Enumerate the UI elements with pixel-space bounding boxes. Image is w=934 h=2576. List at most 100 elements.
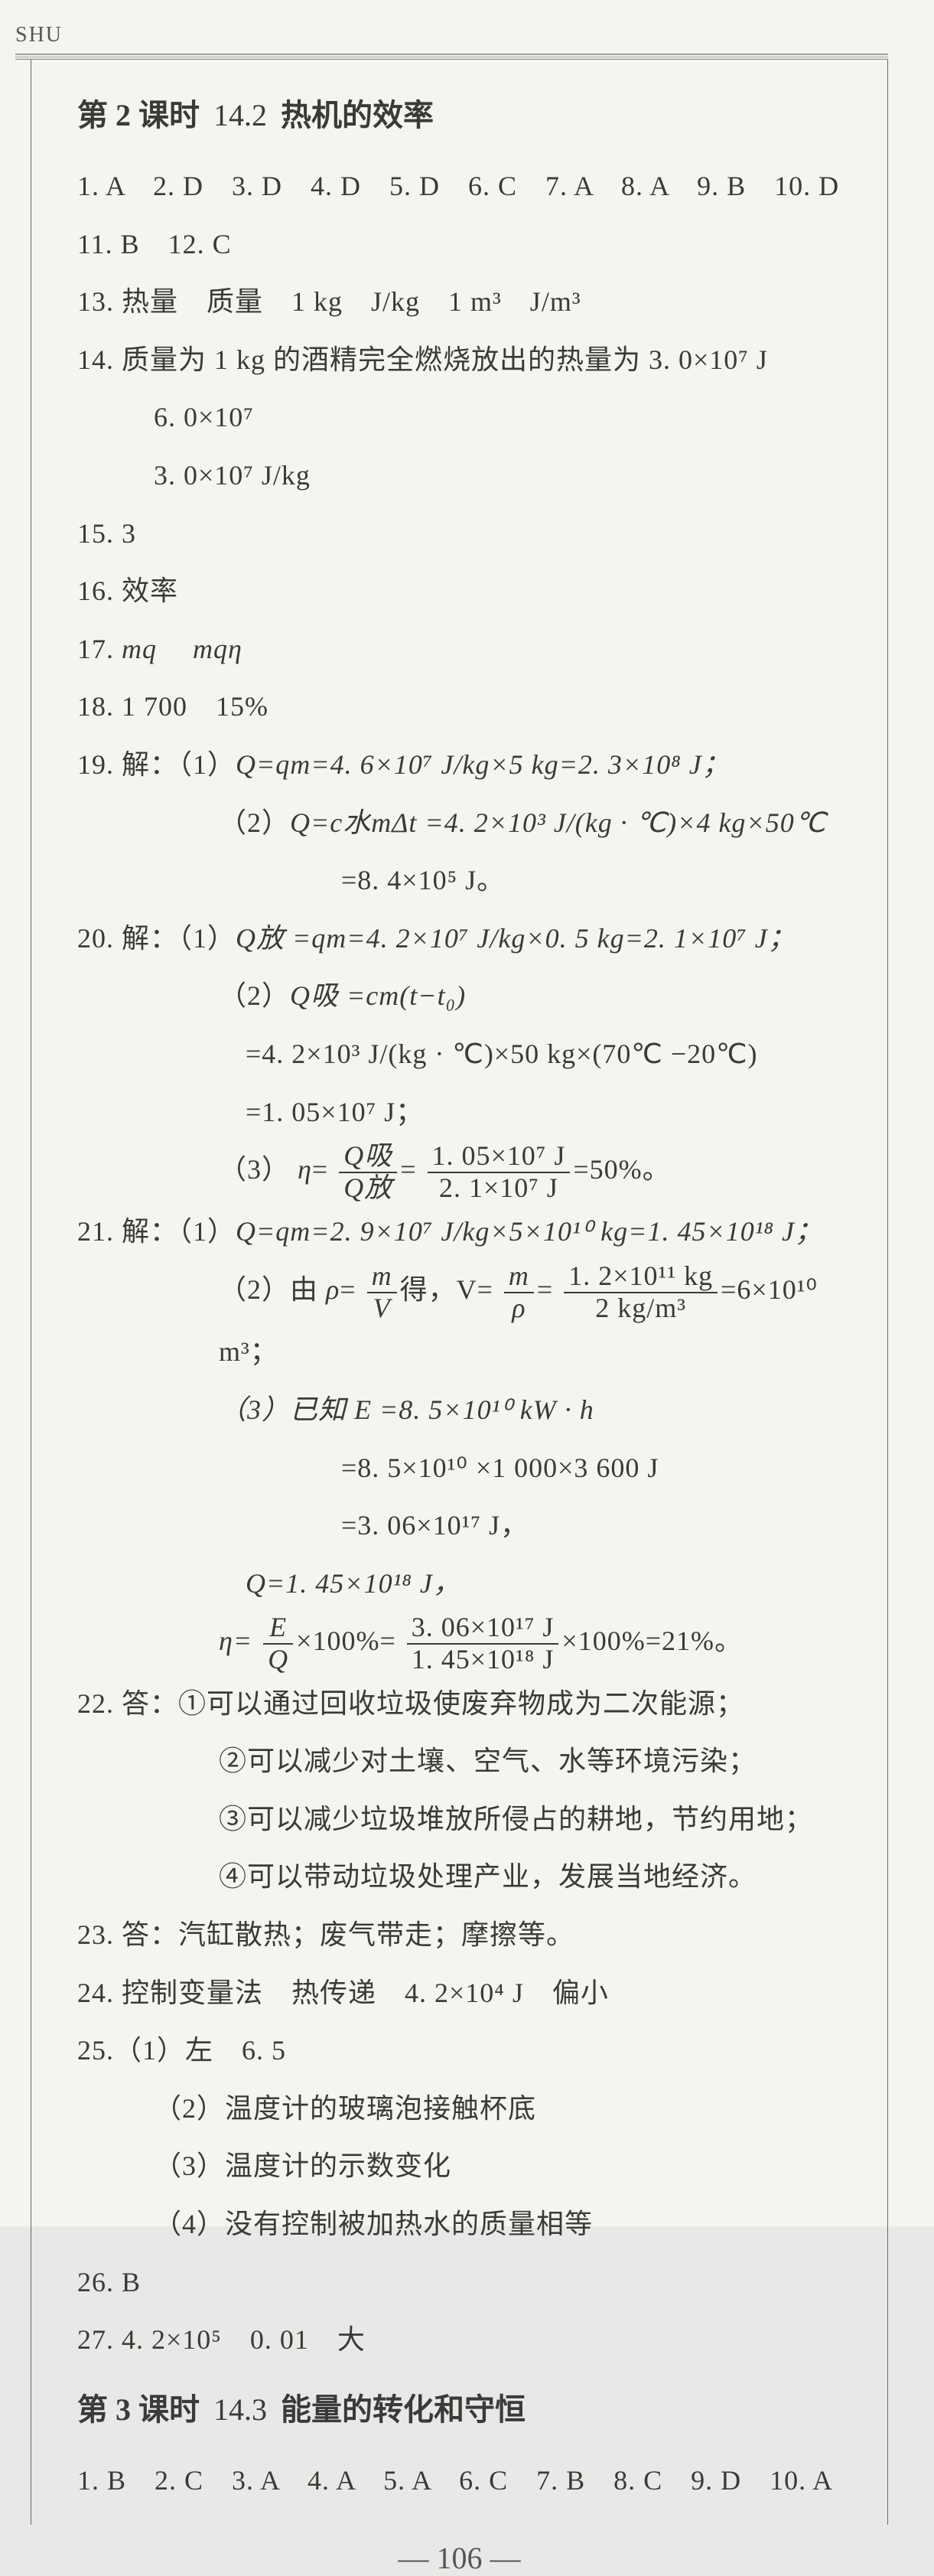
q21-pre: 21. 解：（1） xyxy=(77,1216,236,1247)
frac-v-bot: V xyxy=(367,1293,397,1324)
frac-e-q: E Q xyxy=(263,1612,293,1674)
frac-qabs-qrel: Q吸 Q放 xyxy=(339,1141,397,1203)
frac-val-bot: 2 kg/m³ xyxy=(564,1293,718,1324)
q17-a: mq xyxy=(122,634,157,664)
frac-n: 3. 06×10¹⁷ J 1. 45×10¹⁸ J xyxy=(407,1612,559,1674)
frac-n-bot: 1. 45×10¹⁸ J xyxy=(407,1645,559,1675)
q21-b-pre: （2）由 xyxy=(219,1274,318,1305)
q26: 26. B xyxy=(77,2254,857,2312)
q15: 15. 3 xyxy=(77,505,857,563)
q22-c: ③可以减少垃圾堆放所侵占的耕地，节约用地； xyxy=(77,1791,857,1849)
section2-name: 能量的转化和守恒 xyxy=(281,2392,526,2427)
frac-q-bot: Q xyxy=(263,1645,293,1675)
frac-top-2: 1. 05×10⁷ J xyxy=(428,1141,571,1173)
q25-b: （2）温度计的玻璃泡接触杯底 xyxy=(77,2080,857,2138)
frac-m-rho: m ρ xyxy=(504,1261,534,1323)
q19-line1: 19. 解：（1）Q=qm=4. 6×10⁷ J/kg×5 kg=2. 3×10… xyxy=(77,736,857,794)
q21-line4: =8. 5×10¹⁰ ×1 000×3 600 J xyxy=(77,1440,857,1498)
q25-c: （3）温度计的示数变化 xyxy=(77,2137,857,2196)
eq-3: = xyxy=(340,1274,356,1305)
q14-b: 6. 0×10⁷ xyxy=(77,389,857,447)
frac-top: Q吸 xyxy=(339,1141,397,1173)
answers-11-12: 11. B 12. C xyxy=(77,216,857,274)
q21-line6: Q=1. 45×10¹⁸ J， xyxy=(77,1555,857,1613)
q17-b: mqη xyxy=(193,634,242,664)
frac-val-2: 1. 2×10¹¹ kg 2 kg/m³ xyxy=(564,1261,718,1323)
frac-m2-top: m xyxy=(504,1261,534,1293)
q21-g-pre: η= xyxy=(219,1625,252,1656)
q21-b-mid: 得，V= xyxy=(400,1274,493,1305)
frac-bot-2: 2. 1×10⁷ J xyxy=(428,1173,571,1204)
q19-line3: =8. 4×10⁵ J。 xyxy=(77,852,857,910)
frac-rho-bot: ρ xyxy=(504,1293,534,1324)
section-1-title: 第 2 课时 14.2 热机的效率 xyxy=(77,90,857,135)
q20-b: Q吸 =cm(t−t₀) xyxy=(290,980,466,1011)
q23: 23. 答：汽缸散热；废气带走；摩擦等。 xyxy=(77,1906,857,1965)
q21-f: Q=1. 45×10¹⁸ J， xyxy=(246,1568,461,1599)
frac-val: 1. 05×10⁷ J 2. 1×10⁷ J xyxy=(428,1141,571,1203)
content-area: 第 2 课时 14.2 热机的效率 1. A 2. D 3. D 4. D 5.… xyxy=(31,60,888,2525)
section-name: 热机的效率 xyxy=(281,98,434,132)
q20-line5: （3） η= Q吸 Q放 = 1. 05×10⁷ J 2. 1×10⁷ J =5… xyxy=(77,1141,857,1203)
q21-a: Q=qm=2. 9×10⁷ J/kg×5×10¹⁰ kg=1. 45×10¹⁸ … xyxy=(236,1216,823,1247)
q17-pre: 17. xyxy=(77,634,122,664)
q22-d: ④可以带动垃圾处理产业，发展当地经济。 xyxy=(77,1848,857,1906)
frac-m-top: m xyxy=(367,1261,397,1293)
q14-c: 3. 0×10⁷ J/kg xyxy=(77,447,857,505)
q17: 17. mq mqη xyxy=(77,621,857,679)
section-2-title: 第 3 课时 14.3 能量的转化和守恒 xyxy=(77,2385,857,2429)
q21-line2: （2）由 ρ= m V 得，V= m ρ = 1. 2×10¹¹ kg 2 kg… xyxy=(77,1261,857,1381)
eq-2: = xyxy=(400,1154,416,1185)
q20-line4: =1. 05×10⁷ J； xyxy=(77,1084,857,1142)
page-number: — 106 — xyxy=(31,2540,888,2576)
section-pre: 第 2 课时 xyxy=(77,98,200,132)
q22-b: ②可以减少对土壤、空气、水等环境污染； xyxy=(77,1733,857,1791)
q20-a: Q放 =qm=4. 2×10⁷ J/kg×0. 5 kg=2. 1×10⁷ J； xyxy=(236,923,796,954)
q21-line3: （3）已知 E =8. 5×10¹⁰ kW · h xyxy=(77,1381,857,1440)
q27: 27. 4. 2×10⁵ 0. 01 大 xyxy=(77,2311,857,2369)
q21-line1: 21. 解：（1）Q=qm=2. 9×10⁷ J/kg×5×10¹⁰ kg=1.… xyxy=(77,1203,857,1261)
q21-line5: =3. 06×10¹⁷ J， xyxy=(77,1497,857,1555)
q18: 18. 1 700 15% xyxy=(77,678,857,736)
q13: 13. 热量 质量 1 kg J/kg 1 m³ J/m³ xyxy=(77,273,857,331)
q20-e-post: =50%。 xyxy=(573,1154,670,1185)
q19-pre: 19. 解：（1） xyxy=(77,749,236,780)
header-rule xyxy=(15,54,888,60)
q16: 16. 效率 xyxy=(77,562,857,621)
q21-g-post: ×100%=21%。 xyxy=(561,1625,743,1656)
frac-e-top: E xyxy=(263,1612,293,1645)
eq-1: = xyxy=(312,1154,328,1185)
section-num: 14.2 xyxy=(213,98,267,132)
header-mark: SHU xyxy=(15,23,888,47)
frac-n-top: 3. 06×10¹⁷ J xyxy=(407,1612,559,1645)
q25-d: （4）没有控制被加热水的质量相等 xyxy=(77,2196,857,2254)
q19-b-pre: （2） xyxy=(219,807,290,838)
q20-e-pre: （3） xyxy=(219,1154,290,1185)
q19-b: Q=c水mΔt =4. 2×10³ J/(kg · ℃)×4 kg×50℃ xyxy=(290,807,826,838)
q25: 25.（1）左 6. 5 xyxy=(77,2022,857,2080)
q20-pre: 20. 解：（1） xyxy=(77,923,236,954)
q22: 22. 答：①可以通过回收垃圾使废弃物成为二次能源； xyxy=(77,1675,857,1733)
q14: 14. 质量为 1 kg 的酒精完全燃烧放出的热量为 3. 0×10⁷ J xyxy=(77,331,857,390)
section2-pre: 第 3 课时 xyxy=(77,2392,200,2427)
frac-val-top: 1. 2×10¹¹ kg xyxy=(564,1261,718,1293)
answers-1-10: 1. A 2. D 3. D 4. D 5. D 6. C 7. A 8. A … xyxy=(77,158,857,216)
page-container: SHU 第 2 课时 14.2 热机的效率 1. A 2. D 3. D 4. … xyxy=(0,0,934,2226)
q21-b-eq: = xyxy=(537,1274,553,1305)
s2-answers: 1. B 2. C 3. A 4. A 5. A 6. C 7. B 8. C … xyxy=(77,2452,857,2510)
q19-line2: （2）Q=c水mΔt =4. 2×10³ J/(kg · ℃)×4 kg×50℃ xyxy=(77,794,857,853)
q20-line2: （2）Q吸 =cm(t−t₀) xyxy=(77,967,857,1026)
q24: 24. 控制变量法 热传递 4. 2×10⁴ J 偏小 xyxy=(77,1965,857,2023)
q20-line3: =4. 2×10³ J/(kg · ℃)×50 kg×(70℃ −20℃) xyxy=(77,1026,857,1084)
section2-num: 14.3 xyxy=(213,2392,267,2427)
rho-1: ρ xyxy=(326,1274,340,1305)
frac-m-v: m V xyxy=(367,1261,397,1323)
q21-c: （3）已知 E =8. 5×10¹⁰ kW · h xyxy=(219,1394,594,1425)
eta-1: η xyxy=(298,1154,312,1185)
q21-line7: η= E Q ×100%= 3. 06×10¹⁷ J 1. 45×10¹⁸ J … xyxy=(77,1612,857,1674)
q19-a: Q=qm=4. 6×10⁷ J/kg×5 kg=2. 3×10⁸ J； xyxy=(236,749,731,780)
q20-b-pre: （2） xyxy=(219,980,290,1011)
q20-line1: 20. 解：（1）Q放 =qm=4. 2×10⁷ J/kg×0. 5 kg=2.… xyxy=(77,910,857,968)
q21-g-mid: ×100%= xyxy=(296,1625,396,1656)
frac-bot: Q放 xyxy=(339,1173,397,1204)
